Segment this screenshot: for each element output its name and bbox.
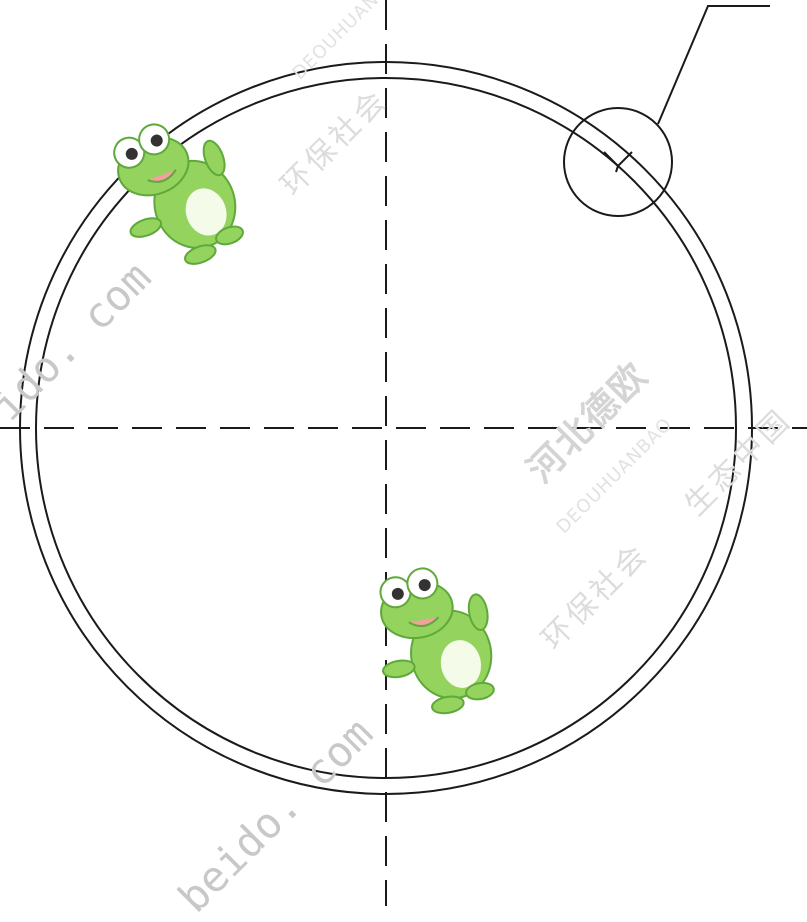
inner-circle	[35, 77, 737, 779]
detail-callout-circle	[563, 107, 673, 217]
outer-circle	[19, 61, 753, 795]
frog-mascot-icon	[113, 123, 244, 265]
joint-mark-tail	[615, 165, 619, 173]
frog-mascot-icon	[379, 567, 495, 715]
callout-leader-line	[657, 5, 770, 125]
